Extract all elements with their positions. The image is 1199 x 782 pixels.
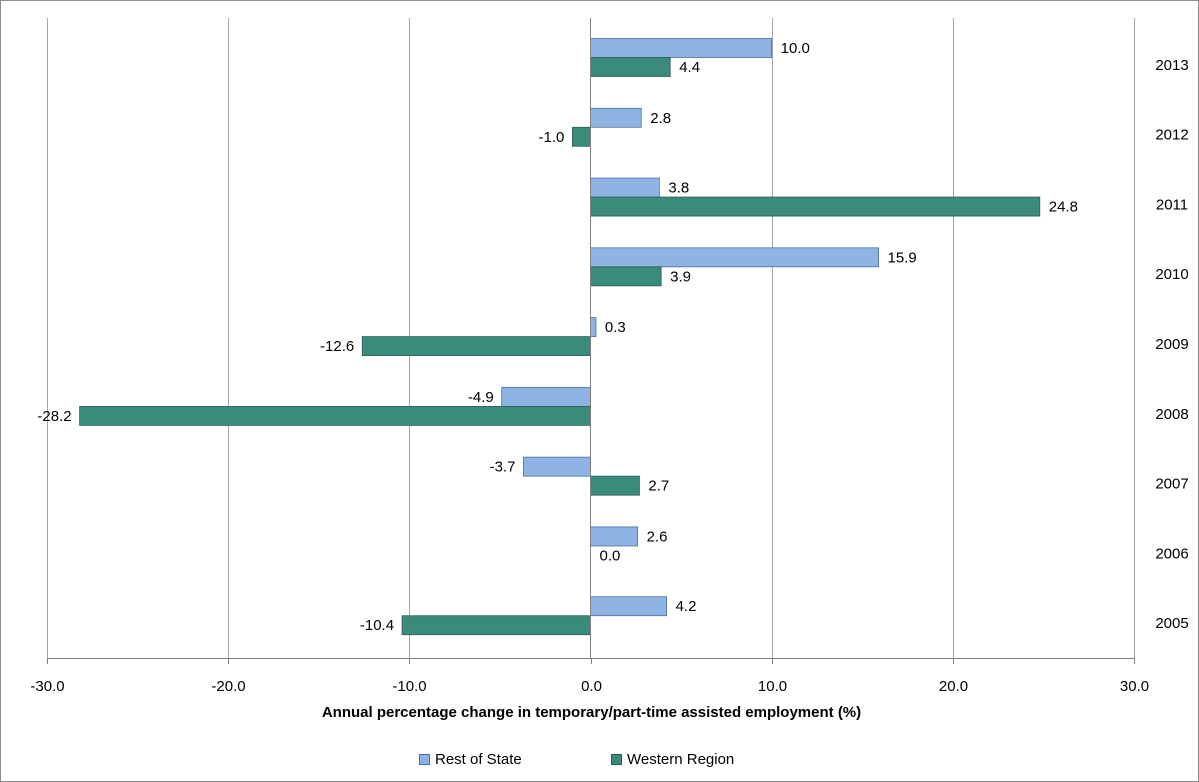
- data-label: 3.8: [668, 180, 689, 197]
- data-label: -3.7: [490, 459, 516, 476]
- x-tick-label: -20.0: [211, 678, 245, 695]
- bar-western-region: [571, 126, 591, 147]
- legend-swatch: [419, 753, 430, 765]
- data-label: -12.6: [320, 338, 354, 355]
- bar-western-region: [401, 615, 591, 636]
- x-tick-label: 10.0: [758, 678, 787, 695]
- bar-western-region: [590, 57, 671, 77]
- data-label: 24.8: [1049, 199, 1078, 216]
- legend-label: Rest of State: [435, 750, 522, 768]
- bar-rest-of-state: [590, 247, 879, 268]
- category-label: 2013: [1155, 57, 1188, 74]
- x-tick-label: 0.0: [581, 678, 602, 695]
- legend-item: Rest of State: [419, 748, 522, 770]
- x-tick-label: -30.0: [30, 678, 64, 695]
- x-tick-label: -10.0: [392, 678, 426, 695]
- x-tick-label: 30.0: [1120, 678, 1149, 695]
- data-label: 2.8: [650, 110, 671, 127]
- data-label: 10.0: [781, 40, 810, 57]
- data-label: -10.4: [360, 617, 394, 634]
- data-label: -1.0: [539, 129, 565, 146]
- data-label: -28.2: [37, 408, 71, 425]
- bar-rest-of-state: [523, 456, 591, 477]
- data-label: 3.9: [670, 268, 691, 285]
- data-label: 2.6: [647, 528, 668, 545]
- bar-western-region: [361, 336, 591, 357]
- bar-rest-of-state: [590, 596, 667, 617]
- x-axis-title-text: Annual percentage change in temporary/pa…: [321, 704, 862, 721]
- bar-western-region: [590, 475, 640, 496]
- bar-rest-of-state: [590, 526, 639, 547]
- legend-label: Western Region: [627, 750, 735, 768]
- legend: Rest of State Western Region: [0, 748, 1199, 770]
- bar-rest-of-state: [590, 177, 660, 198]
- category-label: 2010: [1155, 266, 1188, 283]
- category-label: 2007: [1155, 476, 1188, 493]
- bar-western-region: [590, 196, 1041, 217]
- legend-item: Western Region: [611, 748, 734, 770]
- data-label: 2.7: [648, 478, 669, 495]
- data-label: 4.2: [676, 598, 697, 615]
- bar-rest-of-state: [590, 38, 773, 58]
- category-label: 2006: [1155, 545, 1188, 562]
- bar-rest-of-state: [590, 317, 597, 338]
- data-label: 4.4: [679, 59, 700, 76]
- category-label: 2009: [1155, 336, 1188, 353]
- data-label: 0.3: [605, 319, 626, 336]
- bar-western-region: [79, 405, 591, 426]
- x-axis-title: Annual percentage change in temporary/pa…: [0, 704, 1199, 721]
- category-label: 2011: [1156, 196, 1188, 213]
- bar-western-region: [590, 266, 662, 287]
- data-label: 15.9: [888, 249, 917, 266]
- x-tick-label: 20.0: [939, 678, 968, 695]
- category-label: 2005: [1155, 615, 1188, 632]
- category-label: 2012: [1155, 127, 1188, 144]
- legend-swatch: [611, 753, 622, 765]
- bar-rest-of-state: [501, 386, 591, 407]
- data-label: 0.0: [600, 547, 621, 564]
- category-label: 2008: [1155, 406, 1188, 423]
- bar-rest-of-state: [590, 107, 642, 128]
- data-label: -4.9: [468, 389, 494, 406]
